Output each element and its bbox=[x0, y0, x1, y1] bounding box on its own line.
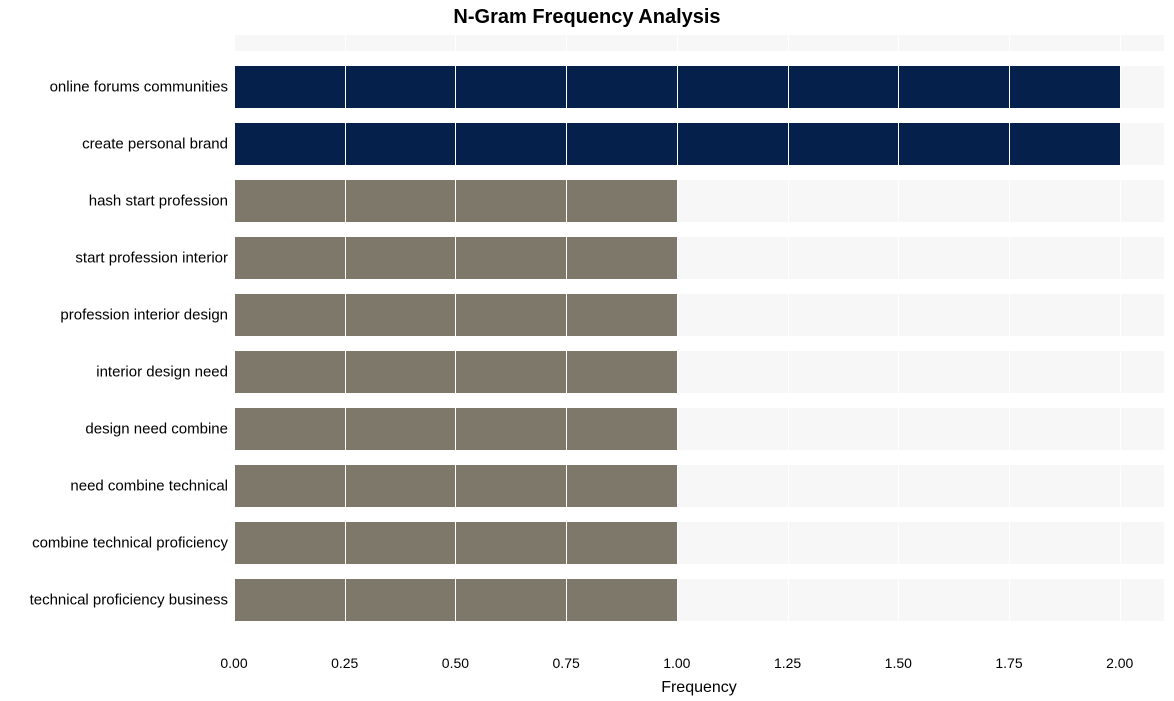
row-gap bbox=[234, 279, 1164, 294]
y-tick-label: interior design need bbox=[96, 364, 228, 381]
x-tick-label: 0.25 bbox=[331, 655, 358, 671]
x-tick-label: 1.50 bbox=[885, 655, 912, 671]
gridline bbox=[677, 35, 678, 643]
chart-title: N-Gram Frequency Analysis bbox=[0, 6, 1174, 29]
gridline bbox=[788, 35, 789, 643]
y-tick-label: need combine technical bbox=[70, 478, 228, 495]
x-tick-label: 1.25 bbox=[774, 655, 801, 671]
x-tick-label: 0.75 bbox=[553, 655, 580, 671]
row-gap bbox=[234, 507, 1164, 522]
row-gap bbox=[234, 222, 1164, 237]
gridline bbox=[234, 35, 235, 643]
y-tick-label: design need combine bbox=[85, 421, 228, 438]
row-gap bbox=[234, 108, 1164, 123]
gridline bbox=[455, 35, 456, 643]
gridline bbox=[345, 35, 346, 643]
y-tick-label: hash start profession bbox=[89, 193, 228, 210]
gridline bbox=[566, 35, 567, 643]
plot-area: Frequency 0.000.250.500.751.001.251.501.… bbox=[234, 35, 1164, 643]
y-tick-label: online forums communities bbox=[50, 79, 228, 96]
y-tick-label: start profession interior bbox=[75, 250, 228, 267]
row-gap bbox=[234, 450, 1164, 465]
gridline bbox=[898, 35, 899, 643]
gridline bbox=[1120, 35, 1121, 643]
x-tick-label: 0.00 bbox=[220, 655, 247, 671]
y-tick-label: create personal brand bbox=[82, 136, 228, 153]
x-tick-label: 1.75 bbox=[995, 655, 1022, 671]
y-tick-label: combine technical proficiency bbox=[32, 535, 228, 552]
ngram-frequency-chart: N-Gram Frequency Analysis Frequency 0.00… bbox=[0, 0, 1174, 701]
row-gap bbox=[234, 51, 1164, 66]
y-tick-label: technical proficiency business bbox=[30, 592, 228, 609]
x-tick-label: 2.00 bbox=[1106, 655, 1133, 671]
y-tick-label: profession interior design bbox=[60, 307, 228, 324]
row-gap bbox=[234, 393, 1164, 408]
x-axis-title: Frequency bbox=[234, 679, 1164, 697]
row-gap bbox=[234, 336, 1164, 351]
gridline bbox=[1009, 35, 1010, 643]
row-gap bbox=[234, 165, 1164, 180]
x-tick-label: 1.00 bbox=[663, 655, 690, 671]
x-tick-label: 0.50 bbox=[442, 655, 469, 671]
row-gap bbox=[234, 564, 1164, 579]
row-gap bbox=[234, 621, 1164, 643]
